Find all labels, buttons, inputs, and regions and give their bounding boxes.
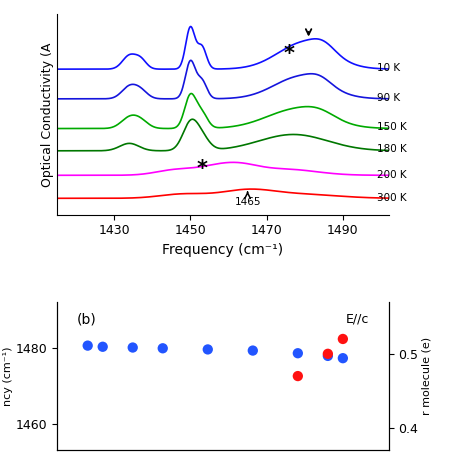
Text: 200 K: 200 K: [377, 170, 407, 180]
Text: 180 K: 180 K: [377, 145, 407, 155]
Y-axis label: ncy (cm⁻¹): ncy (cm⁻¹): [3, 346, 13, 406]
Point: [294, 372, 301, 380]
Point: [339, 335, 346, 343]
Point: [324, 352, 332, 360]
Text: 300 K: 300 K: [377, 192, 407, 203]
Text: (b): (b): [77, 312, 97, 326]
Point: [159, 345, 166, 352]
Text: *: *: [196, 159, 207, 179]
Text: 150 K: 150 K: [377, 122, 407, 132]
X-axis label: Frequency (cm⁻¹): Frequency (cm⁻¹): [162, 243, 283, 257]
Point: [324, 350, 332, 357]
Point: [84, 342, 91, 349]
Text: E//c: E//c: [346, 312, 369, 325]
Text: 1465: 1465: [234, 197, 261, 207]
Y-axis label: Optical Conductivity (A: Optical Conductivity (A: [41, 42, 54, 187]
Point: [339, 355, 346, 362]
Point: [99, 343, 107, 351]
Text: *: *: [284, 44, 295, 64]
Text: 10 K: 10 K: [377, 63, 401, 73]
Point: [204, 346, 211, 353]
Point: [249, 347, 256, 355]
Point: [294, 349, 301, 357]
Y-axis label: r molecule (e): r molecule (e): [421, 337, 431, 415]
Text: 90 K: 90 K: [377, 93, 401, 103]
Point: [129, 344, 137, 351]
